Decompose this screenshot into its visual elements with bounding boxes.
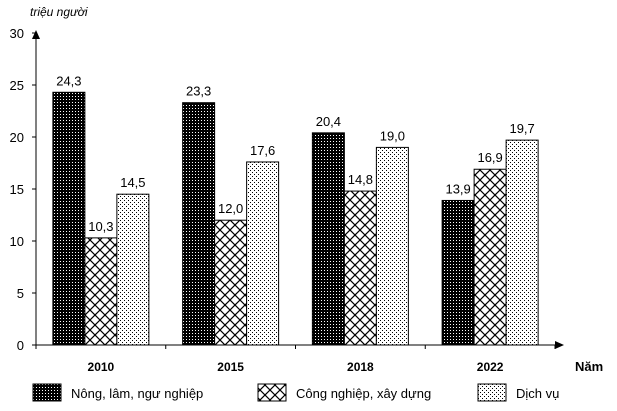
x-axis-label: Năm bbox=[575, 359, 603, 374]
legend-swatch bbox=[477, 383, 507, 402]
y-tick-label: 5 bbox=[17, 286, 24, 301]
bars bbox=[52, 91, 539, 346]
bar-2022-series-0 bbox=[441, 199, 475, 346]
x-tick-label: 2018 bbox=[347, 360, 374, 374]
data-label: 17,6 bbox=[250, 143, 275, 158]
bar-2018-series-1 bbox=[343, 190, 377, 346]
bar-2010-series-2 bbox=[116, 193, 150, 346]
legend: Nông, lâm, ngư nghiệp Công nghiệp, xây dự… bbox=[32, 383, 559, 402]
x-axis-arrow bbox=[555, 341, 564, 349]
data-label: 20,4 bbox=[316, 114, 341, 129]
y-tick-label: 15 bbox=[10, 182, 24, 197]
data-label: 14,8 bbox=[348, 172, 373, 187]
legend-swatch bbox=[257, 383, 287, 402]
data-label: 12,0 bbox=[218, 201, 243, 216]
bar-2022-series-2 bbox=[505, 139, 539, 346]
bar-2018-series-2 bbox=[375, 146, 409, 346]
y-tick-label: 20 bbox=[10, 130, 24, 145]
y-tick-label: 25 bbox=[10, 78, 24, 93]
x-tick-label: 2015 bbox=[217, 360, 244, 374]
bar-2015-series-2 bbox=[246, 161, 280, 346]
value-labels: 24,3 10,3 14,5 23,3 12,0 17,6 20,4 14,8 19,0 13,9… bbox=[56, 73, 535, 234]
bar-2010-series-1 bbox=[84, 237, 118, 346]
x-tick-label: 2010 bbox=[88, 360, 115, 374]
y-axis: 0 5 10 15 20 25 30 bbox=[10, 26, 40, 353]
y-axis-arrow bbox=[32, 30, 40, 39]
data-label: 14,5 bbox=[120, 175, 145, 190]
x-axis: 2010 2015 2018 2022 bbox=[35, 341, 564, 374]
legend-swatch bbox=[32, 383, 62, 402]
data-label: 13,9 bbox=[445, 181, 470, 196]
data-label: 19,0 bbox=[380, 128, 405, 143]
data-label: 16,9 bbox=[477, 150, 502, 165]
legend-label: Dịch vụ bbox=[516, 386, 559, 401]
y-tick-label: 10 bbox=[10, 234, 24, 249]
data-label: 10,3 bbox=[88, 219, 113, 234]
y-axis-label: triệu người bbox=[30, 5, 88, 19]
y-tick-label: 30 bbox=[10, 26, 24, 41]
legend-label: Nông, lâm, ngư nghiệp bbox=[71, 386, 203, 401]
data-label: 24,3 bbox=[56, 73, 81, 88]
y-tick-label: 0 bbox=[17, 338, 24, 353]
bar-2010-series-0 bbox=[52, 91, 86, 346]
bar-2015-series-0 bbox=[182, 102, 216, 346]
data-label: 23,3 bbox=[186, 84, 211, 99]
data-label: 19,7 bbox=[509, 121, 534, 136]
bar-2018-series-0 bbox=[311, 132, 345, 346]
bar-2015-series-1 bbox=[214, 219, 248, 346]
x-tick-label: 2022 bbox=[477, 360, 504, 374]
legend-label: Công nghiệp, xây dựng bbox=[296, 386, 431, 401]
bar-2022-series-1 bbox=[473, 168, 507, 346]
